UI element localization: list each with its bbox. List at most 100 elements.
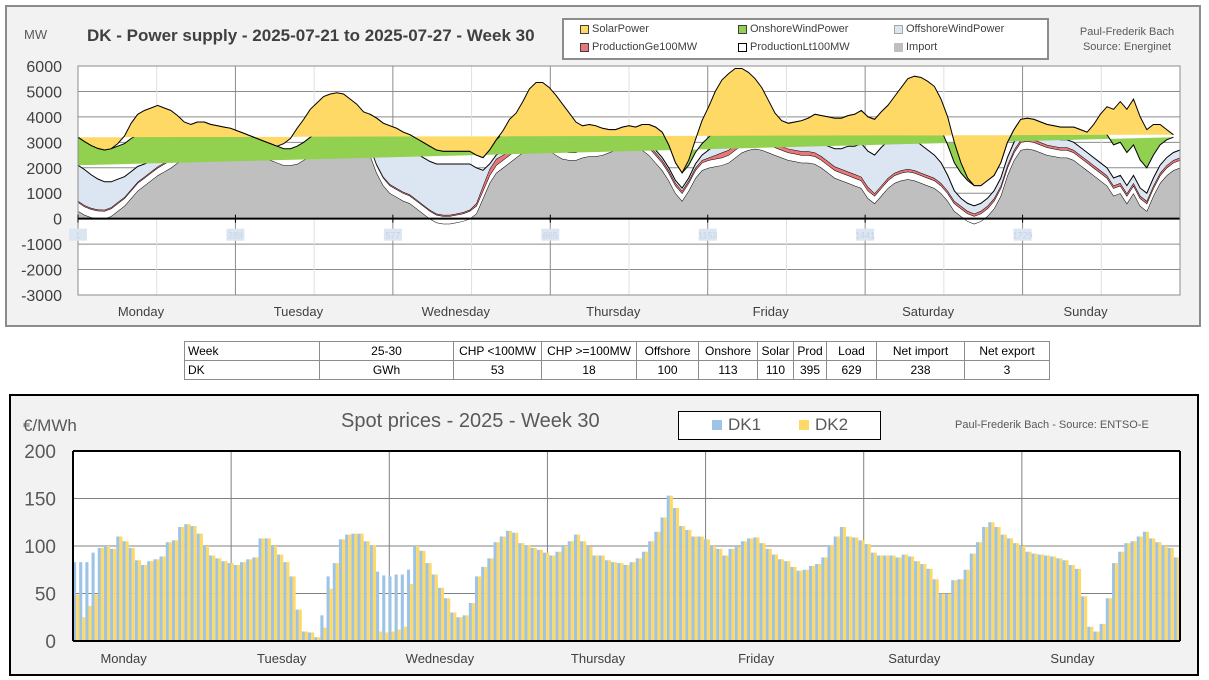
legend-swatch-import <box>894 42 903 52</box>
summary-header-cell: CHP <100MW <box>453 341 542 361</box>
supply-day-label: Sunday <box>1063 304 1108 319</box>
price-bar-dk2 <box>230 563 234 641</box>
price-bar-dk1 <box>530 547 534 641</box>
price-bar-dk2 <box>645 551 649 641</box>
price-bar-dk1 <box>611 562 615 641</box>
price-bar-dk2 <box>1090 626 1094 641</box>
price-bar-dk1 <box>425 563 429 641</box>
price-day-label: Saturday <box>888 651 941 666</box>
price-bar-dk1 <box>1062 560 1066 641</box>
price-bar-dk2 <box>447 598 451 641</box>
price-bar-dk1 <box>796 570 800 641</box>
price-bar-dk2 <box>1084 596 1088 641</box>
price-frame <box>72 450 1181 642</box>
summary-cell: 110 <box>757 360 794 380</box>
price-bar-dk1 <box>1025 551 1029 641</box>
price-bar-dk1 <box>141 565 145 641</box>
price-bar-dk2 <box>1164 546 1168 641</box>
price-bar-dk1 <box>691 536 695 641</box>
price-bar-dk2 <box>410 584 414 641</box>
price-bar-dk2 <box>774 554 779 641</box>
supply-x-index-tick: 1 <box>75 231 80 241</box>
price-bar-dk1 <box>122 541 126 641</box>
price-bar-dk2 <box>818 564 822 641</box>
legend-item-ge100: ProductionGe100MW <box>580 41 697 53</box>
legend-swatch-ge100 <box>580 42 589 52</box>
price-bar-dk1 <box>728 548 732 641</box>
price-bar-dk1 <box>277 554 281 641</box>
price-bar-dk2 <box>484 566 488 641</box>
price-bar-dk2 <box>1071 565 1075 641</box>
price-bar-dk2 <box>100 547 104 641</box>
price-y-tick: 50 <box>35 585 56 606</box>
price-bar-dk2 <box>156 559 160 641</box>
price-bar-dk1 <box>221 561 225 641</box>
supply-y-tick: 0 <box>53 212 62 229</box>
supply-y-tick: -1000 <box>21 237 62 254</box>
price-bar-dk2 <box>1176 557 1180 641</box>
price-bar-dk2 <box>713 546 717 641</box>
price-bar-dk2 <box>694 536 698 641</box>
price-bar-dk2 <box>150 561 154 641</box>
summary-cell: 53 <box>453 360 542 380</box>
price-bar-dk1 <box>518 543 522 641</box>
price-bar-dk2 <box>750 538 754 641</box>
price-bar-dk2 <box>824 557 828 641</box>
price-bar-dk2 <box>614 562 618 641</box>
price-bar-dk1 <box>716 548 720 641</box>
supply-credit-source: Source: Energinet <box>1082 41 1172 53</box>
supply-y-tick: 3000 <box>26 135 62 152</box>
legend-swatch-dk2 <box>799 420 809 430</box>
price-bar-dk2 <box>830 545 834 641</box>
price-bar-dk2 <box>125 541 129 641</box>
price-bar-dk1 <box>450 612 454 641</box>
legend-swatch-lt100 <box>738 42 747 52</box>
price-bar-dk2 <box>657 531 661 641</box>
price-bar-dk2 <box>385 632 389 641</box>
price-bar-dk1 <box>784 561 788 641</box>
summary-cell: 100 <box>636 360 699 380</box>
price-day-label: Thursday <box>571 651 626 666</box>
price-bar-dk1 <box>901 554 905 641</box>
price-bar-dk1 <box>283 562 287 641</box>
price-bar-dk2 <box>354 533 358 641</box>
supply-y-tick: 6000 <box>26 59 62 76</box>
price-bar-dk2 <box>478 576 482 641</box>
price-bar-dk2 <box>1040 554 1044 641</box>
price-bar-dk1 <box>369 545 373 641</box>
supply-x-index-labels: 1 289 577 865 1153 1441 1729 <box>69 228 1033 241</box>
price-bar-dk2 <box>910 556 915 641</box>
supply-x-index-bg <box>383 228 402 241</box>
price-bar-dk2 <box>632 562 636 641</box>
price-bar-dk2 <box>329 588 333 641</box>
price-bar-dk2 <box>1170 547 1174 641</box>
price-bar-dk2 <box>342 539 346 641</box>
legend-item-lt100: ProductionLt100MW <box>738 41 850 53</box>
price-bar-dk1 <box>1013 543 1017 641</box>
supply-x-index-tick: 1153 <box>698 231 717 241</box>
price-bar-dk1 <box>227 563 231 641</box>
summary-cell: 3 <box>964 360 1050 380</box>
price-bar-dk1 <box>468 603 472 641</box>
price-bar-dk1 <box>895 557 899 641</box>
price-bar-dk1 <box>1130 541 1134 641</box>
price-bar-dk1 <box>239 562 244 641</box>
price-bar-dk1 <box>264 538 268 641</box>
price-bar-dk2 <box>997 527 1001 641</box>
price-bar-dk2 <box>76 594 80 641</box>
price-bar-dk1 <box>969 553 973 641</box>
price-bar-dk1 <box>778 559 782 641</box>
price-bar-dk1 <box>209 555 213 641</box>
price-bar-dk1 <box>580 541 584 641</box>
price-bar-dk2 <box>570 541 574 641</box>
price-bar-dk1 <box>1111 563 1116 641</box>
price-bar-dk2 <box>94 594 98 641</box>
price-day-label: Monday <box>100 651 147 666</box>
price-bar-dk2 <box>459 617 463 641</box>
price-bar-dk2 <box>589 546 593 641</box>
price-bar-dk2 <box>515 532 519 641</box>
price-bar-dk1 <box>635 558 639 641</box>
price-bar-dk2 <box>249 559 253 641</box>
price-bar-dk2 <box>787 561 791 641</box>
price-bar-dk1 <box>215 558 219 641</box>
